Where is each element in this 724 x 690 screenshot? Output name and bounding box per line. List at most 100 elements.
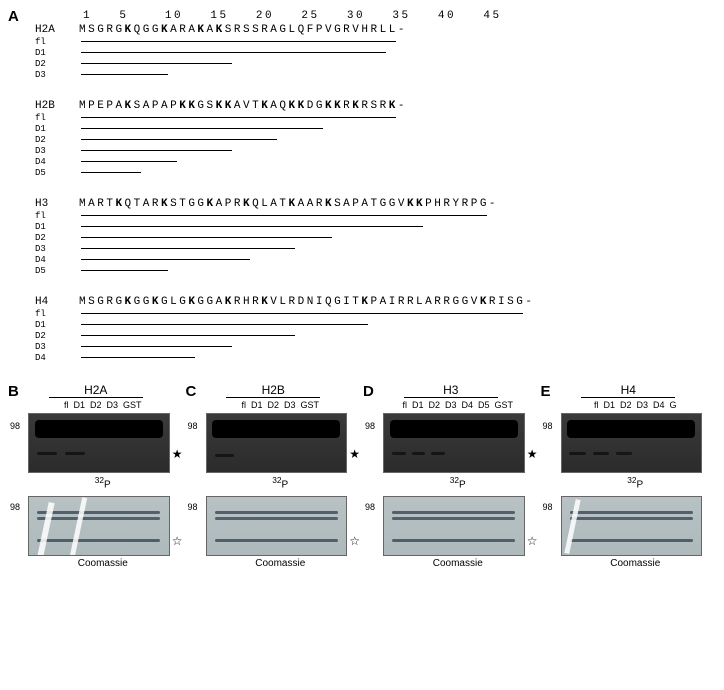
coom-band (215, 539, 338, 542)
lane-labels: fl D1 D2 D3 D4 G (557, 400, 715, 410)
construct-label: D1 (35, 222, 79, 232)
star-marker-icon: ☆ (527, 534, 538, 548)
main-band (212, 420, 340, 438)
gel-sublabel-coom: Coomassie (24, 558, 182, 569)
histone-block-H4: H4MSGRGKGGKGLGKGGAKRHRKVLRDNIQGITKPAIRRL… (35, 296, 714, 363)
construct-label: D2 (35, 59, 79, 69)
main-band (35, 420, 163, 438)
coom-band (570, 539, 693, 542)
construct-bar (81, 161, 177, 163)
coom-band (570, 511, 693, 514)
mw-marker: 98 (10, 421, 20, 431)
coom-band (570, 517, 693, 520)
construct-label: D3 (35, 342, 79, 352)
construct-bar (81, 74, 168, 76)
construct-bar (81, 335, 295, 337)
star-marker-icon: ★ (349, 447, 360, 461)
histone-sequence: MSGRGKQGGKARAKAKSRSSRAGLQFPVGRVHRLL- (79, 24, 407, 36)
construct-bar (81, 346, 232, 348)
construct-label: D1 (35, 48, 79, 58)
construct-row: D2 (35, 330, 714, 341)
construct-bar (81, 248, 295, 250)
star-marker-icon: ☆ (172, 534, 183, 548)
construct-row: D4 (35, 156, 714, 167)
lane-labels: fl D1 D2 D3 GST (202, 400, 360, 410)
mw-marker: 98 (365, 421, 375, 431)
histone-sequence: MPEPAKSAPAPKKGSKKAVTKAQKKDGKKRKRSRK- (79, 100, 407, 112)
histone-sequence: MSGRGKGGKGLGKGGAKRHRKVLRDNIQGITKPAIRRLAR… (79, 296, 534, 308)
gel-sublabel-32p: 32P (202, 475, 360, 490)
histone-block-H2B: H2BMPEPAKSAPAPKKGSKKAVTKAQKKDGKKRKRSRK-f… (35, 100, 714, 178)
construct-bar (81, 226, 423, 228)
construct-row: D1 (35, 123, 714, 134)
ruler-mark: 15 (210, 10, 228, 22)
construct-row: fl (35, 210, 714, 221)
coom-band (215, 517, 338, 520)
construct-row: D2 (35, 232, 714, 243)
construct-row: fl (35, 36, 714, 47)
faint-band (616, 452, 632, 455)
gel-panel-H2B: CH2Bfl D1 D2 D3 GST98★32P98☆Coomassie (188, 383, 360, 575)
coom-band (37, 517, 160, 520)
mw-marker: 98 (543, 502, 553, 512)
mw-marker: 98 (10, 502, 20, 512)
construct-label: D3 (35, 244, 79, 254)
gel-32p (383, 413, 525, 473)
construct-row: D5 (35, 167, 714, 178)
construct-row: D1 (35, 47, 714, 58)
panel-label: E (541, 383, 551, 400)
construct-label: D4 (35, 353, 79, 363)
construct-row: D1 (35, 319, 714, 330)
construct-label: D2 (35, 135, 79, 145)
gel-panel-H4: EH4fl D1 D2 D3 D4 G9832P98Coomassie (543, 383, 715, 575)
gel-32p (28, 413, 170, 473)
lane-labels: fl D1 D2 D3 GST (24, 400, 182, 410)
construct-label: fl (35, 37, 79, 47)
main-band (567, 420, 695, 438)
gel-title: H3 (404, 383, 498, 398)
gel-title: H2B (226, 383, 320, 398)
construct-bar (81, 63, 232, 65)
coom-band (215, 511, 338, 514)
construct-row: D3 (35, 145, 714, 156)
gel-panels-row: BH2Afl D1 D2 D3 GST98★32P98☆CoomassieCH2… (10, 383, 714, 575)
gel-sublabel-coom: Coomassie (202, 558, 360, 569)
construct-bar (81, 324, 368, 326)
construct-row: fl (35, 112, 714, 123)
histone-name: H2B (35, 100, 79, 112)
ruler-mark: 45 (483, 10, 501, 22)
gel-title: H4 (581, 383, 675, 398)
gel-sublabel-32p: 32P (24, 475, 182, 490)
faint-band (37, 452, 57, 455)
mw-marker: 98 (188, 502, 198, 512)
histone-sequence: MARTKQTARKSTGGKAPRKQLATKAARKSAPATGGVKKPH… (79, 198, 498, 210)
construct-row: D3 (35, 243, 714, 254)
gel-crease (564, 499, 580, 554)
sequence-area: H2AMSGRGKQGGKARAKAKSRSSRAGLQFPVGRVHRLL-f… (35, 24, 714, 363)
faint-band (593, 452, 609, 455)
mw-marker: 98 (188, 421, 198, 431)
gel-sublabel-coom: Coomassie (557, 558, 715, 569)
ruler-mark: 20 (256, 10, 274, 22)
construct-label: D5 (35, 168, 79, 178)
construct-label: D1 (35, 320, 79, 330)
gel-crease (70, 497, 87, 556)
construct-bar (81, 237, 332, 239)
construct-label: fl (35, 113, 79, 123)
coom-band (37, 539, 160, 542)
gel-32p (206, 413, 348, 473)
construct-bar (81, 357, 195, 359)
faint-band (431, 452, 445, 455)
panel-A: A 151015202530354045 H2AMSGRGKQGGKARAKAK… (10, 10, 714, 363)
mw-marker: 98 (365, 502, 375, 512)
construct-label: D4 (35, 157, 79, 167)
gel-coomassie (206, 496, 348, 556)
construct-label: D1 (35, 124, 79, 134)
construct-row: D2 (35, 134, 714, 145)
gel-panel-H3: DH3fl D1 D2 D3 D4 D5 GST98★32P98☆Coomass… (365, 383, 537, 575)
coom-band (37, 511, 160, 514)
star-marker-icon: ★ (172, 447, 183, 461)
coom-band (392, 539, 515, 542)
construct-bar (81, 259, 250, 261)
construct-row: D5 (35, 265, 714, 276)
